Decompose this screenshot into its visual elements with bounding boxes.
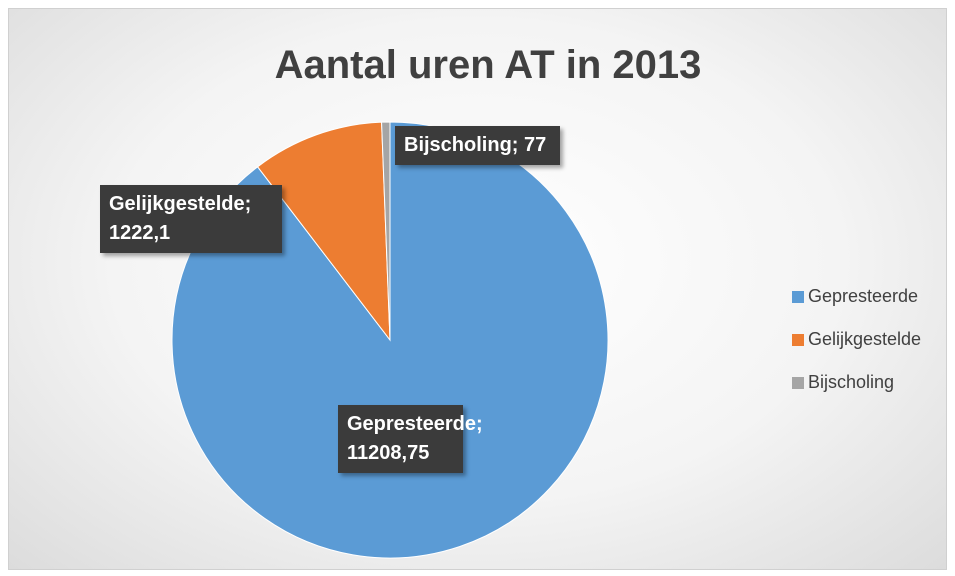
legend-label: Gelijkgestelde [808,329,921,349]
legend-label: Gepresteerde [808,286,918,306]
pie-slice [381,121,391,341]
legend-swatch [792,334,804,346]
legend-label: Bijscholing [808,372,894,392]
legend-swatch [792,291,804,303]
data-label: Bijscholing; 77 [395,126,560,165]
data-label: Gepresteerde; 11208,75 [338,405,483,473]
data-label: Gelijkgestelde; 1222,1 [100,185,282,253]
pie-slice [256,121,391,342]
chart-title: Aantal uren AT in 2013 [275,43,702,87]
legend-swatch [792,377,804,389]
